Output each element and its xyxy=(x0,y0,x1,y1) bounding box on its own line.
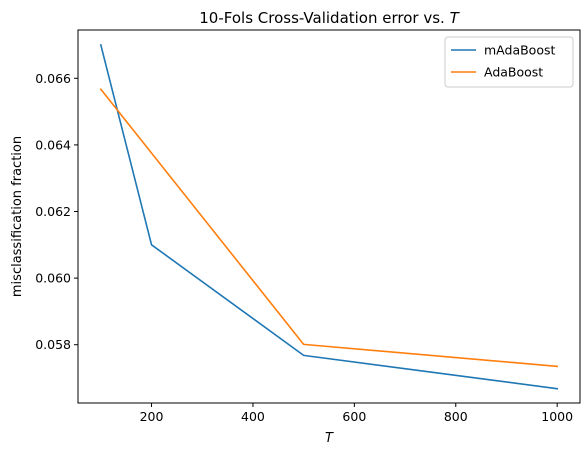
x-tick-label: 600 xyxy=(342,409,366,424)
x-ticks: 200 400 600 800 1000 xyxy=(140,403,573,424)
y-tick-label: 0.064 xyxy=(35,137,71,152)
legend-box xyxy=(444,36,574,88)
x-tick-label: 1000 xyxy=(541,409,573,424)
x-tick-label: 400 xyxy=(241,409,265,424)
legend-label-madaboost: mAdaBoost xyxy=(484,43,555,58)
x-tick-label: 200 xyxy=(140,409,164,424)
series-line-madaboost xyxy=(99,44,559,390)
series-line-adaboost xyxy=(99,88,559,368)
legend-label-adaboost: AdaBoost xyxy=(484,65,543,80)
x-tick-label: 800 xyxy=(444,409,468,424)
y-tick-label: 0.066 xyxy=(35,71,71,86)
y-tick-label: 0.062 xyxy=(35,204,71,219)
chart-title-text: 10-Fols Cross-Validation error vs. xyxy=(199,9,449,27)
y-tick-label: 0.060 xyxy=(35,271,71,286)
chart-title: 10-Fols Cross-Validation error vs. T xyxy=(199,9,460,27)
y-axis-label: misclassification fraction xyxy=(10,136,25,297)
plot-frame xyxy=(77,29,581,404)
legend: mAdaBoost AdaBoost xyxy=(444,36,574,88)
y-tick-label: 0.058 xyxy=(35,337,71,352)
y-ticks: 0.058 0.060 0.062 0.064 0.066 xyxy=(35,71,78,352)
plot-area xyxy=(78,30,580,403)
series-layer xyxy=(99,44,559,390)
legend-items: mAdaBoost AdaBoost xyxy=(451,43,555,80)
x-axis-label: T xyxy=(325,431,334,446)
chart-title-italic: T xyxy=(450,9,461,27)
